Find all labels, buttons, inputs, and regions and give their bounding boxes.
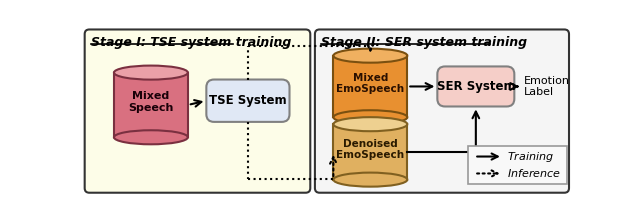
Ellipse shape [333, 110, 407, 124]
Text: Mixed
Speech: Mixed Speech [128, 91, 173, 113]
Ellipse shape [333, 117, 407, 131]
Text: Mixed
EmoSpeech: Mixed EmoSpeech [336, 73, 404, 94]
Text: Emotion
Label: Emotion Label [524, 76, 570, 97]
Text: Stage I: TSE system training: Stage I: TSE system training [91, 36, 291, 49]
Text: $\it{Inference}$: $\it{Inference}$ [507, 167, 561, 180]
FancyBboxPatch shape [84, 29, 310, 193]
FancyBboxPatch shape [468, 146, 566, 184]
Bar [333, 124, 407, 180]
Ellipse shape [333, 49, 407, 63]
Text: Stage II: SER system training: Stage II: SER system training [321, 36, 527, 49]
Ellipse shape [114, 130, 188, 144]
Bar [114, 73, 188, 137]
Text: Denoised
EmoSpeech: Denoised EmoSpeech [336, 139, 404, 160]
Text: $\it{Training}$: $\it{Training}$ [507, 150, 554, 163]
Text: SER System: SER System [436, 80, 515, 93]
Bar [333, 56, 407, 117]
Ellipse shape [114, 66, 188, 80]
FancyBboxPatch shape [437, 66, 515, 106]
Text: TSE System: TSE System [209, 94, 287, 107]
FancyBboxPatch shape [206, 79, 289, 122]
FancyBboxPatch shape [315, 29, 569, 193]
Ellipse shape [333, 173, 407, 187]
